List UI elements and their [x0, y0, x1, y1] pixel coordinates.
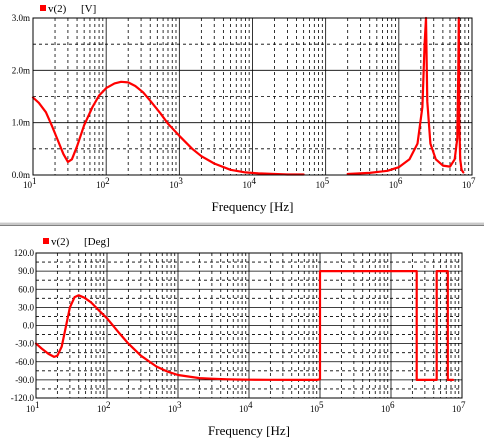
- chart1-series-line: [346, 16, 465, 176]
- chart2-y-tick-label: -90.0: [15, 375, 34, 385]
- chart2-x-tick-exponent: 6: [390, 400, 395, 410]
- chart1-x-tick-exponent: 7: [471, 176, 476, 186]
- phase-plot[interactable]: 120.0 90.0 60.0 30.0 0.0 -30.0 -60.0 -90.0 -120.…: [0, 226, 484, 442]
- chart2-y-tick-label: -30.0: [15, 339, 34, 349]
- chart2-x-tick-label: 10 1: [26, 400, 40, 414]
- chart2-x-tick-base: 10: [239, 404, 249, 414]
- chart1-x-tick-label: 10 4: [243, 176, 257, 190]
- chart1-x-tick-label: 10 3: [169, 176, 183, 190]
- chart1-x-tick-base: 10: [462, 180, 472, 190]
- chart2-y-tick-label: -60.0: [15, 357, 34, 367]
- chart1-x-tick-label: 10 2: [96, 176, 110, 190]
- chart2-x-tick-exponent: 4: [248, 400, 253, 410]
- chart1-x-tick-base: 10: [23, 180, 33, 190]
- chart2-series-line: [34, 270, 455, 381]
- chart1-x-tick-label: 10 6: [389, 176, 403, 190]
- chart1-x-tick-exponent: 5: [325, 176, 330, 186]
- chart1-x-tick-exponent: 3: [178, 176, 183, 186]
- chart2-y-tick-label: 0.0: [23, 321, 35, 331]
- chart1-x-tick-label: 10 7: [462, 176, 476, 190]
- chart1-y-tick-label: 0.0m: [12, 170, 30, 180]
- chart2-legend: v(2) [Deg]: [43, 236, 110, 248]
- chart1-y-tick-label: 3.0m: [12, 13, 30, 23]
- chart1-x-axis-title: Frequency [Hz]: [212, 199, 294, 214]
- chart1-y-tick-label: 2.0m: [12, 65, 30, 75]
- pane-splitter[interactable]: [0, 222, 484, 226]
- chart1-x-tick-base: 10: [243, 180, 253, 190]
- chart2-x-tick-base: 10: [26, 404, 36, 414]
- chart2-y-tick-label: 30.0: [18, 302, 34, 312]
- chart2-legend-unit-label: [Deg]: [84, 236, 110, 248]
- chart1-legend: v(2) [V]: [40, 3, 96, 15]
- chart2-y-tick-label: 60.0: [18, 284, 34, 294]
- chart1-y-tick-label: 1.0m: [12, 118, 30, 128]
- chart1-grid: [32, 17, 473, 176]
- magnitude-plot-pane[interactable]: 0.0m 1.0m 2.0m 3.0m 10 1 10 2 10 3 10 4 10 5 10 6 10 7 v(2…: [0, 0, 484, 222]
- chart2-x-tick-base: 10: [452, 404, 462, 414]
- chart2-x-tick-base: 10: [168, 404, 178, 414]
- chart1-x-tick-base: 10: [96, 180, 106, 190]
- chart2-x-tick-label: 10 5: [310, 400, 324, 414]
- chart1-legend-swatch: [40, 5, 46, 11]
- chart2-x-tick-base: 10: [97, 404, 107, 414]
- chart1-x-tick-exponent: 4: [252, 176, 257, 186]
- chart1-plot-border: [32, 17, 473, 176]
- chart2-x-tick-label: 10 4: [239, 400, 253, 414]
- chart1-x-tick-label: 10 5: [316, 176, 330, 190]
- chart2-x-tick-exponent: 5: [319, 400, 324, 410]
- chart2-legend-series-label: v(2): [51, 236, 70, 248]
- chart2-grid: [35, 252, 463, 399]
- chart2-x-tick-base: 10: [381, 404, 391, 414]
- chart2-x-axis-title: Frequency [Hz]: [208, 423, 290, 438]
- chart2-y-tick-label: 90.0: [18, 266, 34, 276]
- chart1-legend-unit-label: [V]: [81, 3, 96, 15]
- chart2-x-tick-label: 10 6: [381, 400, 395, 414]
- chart1-x-tick-exponent: 2: [105, 176, 110, 186]
- chart1-series-line: [31, 80, 305, 176]
- phase-plot-pane[interactable]: 120.0 90.0 60.0 30.0 0.0 -30.0 -60.0 -90.0 -120.…: [0, 226, 484, 442]
- chart2-x-tick-exponent: 7: [461, 400, 466, 410]
- chart1-x-tick-exponent: 6: [398, 176, 403, 186]
- chart2-x-tick-base: 10: [310, 404, 320, 414]
- chart2-x-tick-exponent: 2: [106, 400, 111, 410]
- chart1-legend-series-label: v(2): [48, 3, 67, 15]
- chart2-y-tick-label: -120.0: [11, 393, 35, 403]
- chart1-x-tick-label: 10 1: [23, 176, 37, 190]
- chart2-legend-swatch: [43, 238, 49, 244]
- chart1-x-tick-base: 10: [169, 180, 179, 190]
- chart2-y-tick-label: 120.0: [14, 248, 35, 258]
- chart1-x-tick-exponent: 1: [32, 176, 37, 186]
- chart2-plot-border: [35, 252, 463, 399]
- chart2-x-tick-label: 10 3: [168, 400, 182, 414]
- chart2-x-tick-label: 10 7: [452, 400, 466, 414]
- chart1-x-tick-base: 10: [389, 180, 399, 190]
- chart1-x-tick-base: 10: [316, 180, 326, 190]
- chart2-x-tick-label: 10 2: [97, 400, 111, 414]
- chart2-x-tick-exponent: 3: [177, 400, 182, 410]
- chart2-x-tick-exponent: 1: [35, 400, 40, 410]
